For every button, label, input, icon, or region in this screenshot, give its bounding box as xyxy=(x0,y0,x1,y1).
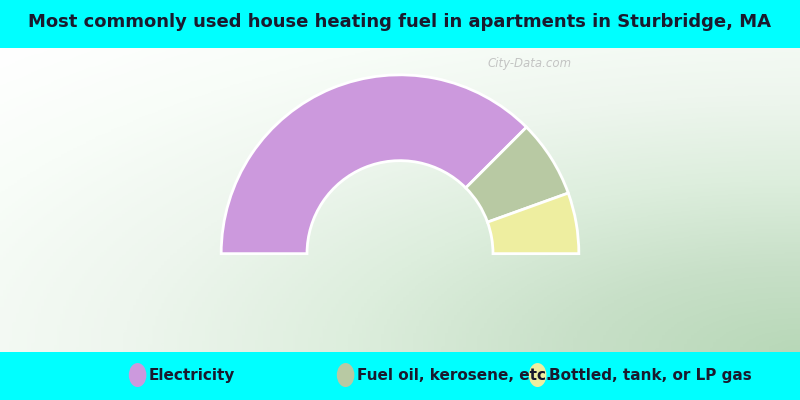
Wedge shape xyxy=(466,127,568,222)
Ellipse shape xyxy=(129,363,146,387)
Ellipse shape xyxy=(337,363,354,387)
Text: Bottled, tank, or LP gas: Bottled, tank, or LP gas xyxy=(549,368,751,382)
Text: Fuel oil, kerosene, etc.: Fuel oil, kerosene, etc. xyxy=(357,368,551,382)
Text: City-Data.com: City-Data.com xyxy=(487,57,571,70)
Text: Electricity: Electricity xyxy=(149,368,235,382)
Wedge shape xyxy=(487,193,579,254)
Wedge shape xyxy=(221,75,526,254)
Text: Most commonly used house heating fuel in apartments in Sturbridge, MA: Most commonly used house heating fuel in… xyxy=(29,13,771,31)
Ellipse shape xyxy=(529,363,546,387)
